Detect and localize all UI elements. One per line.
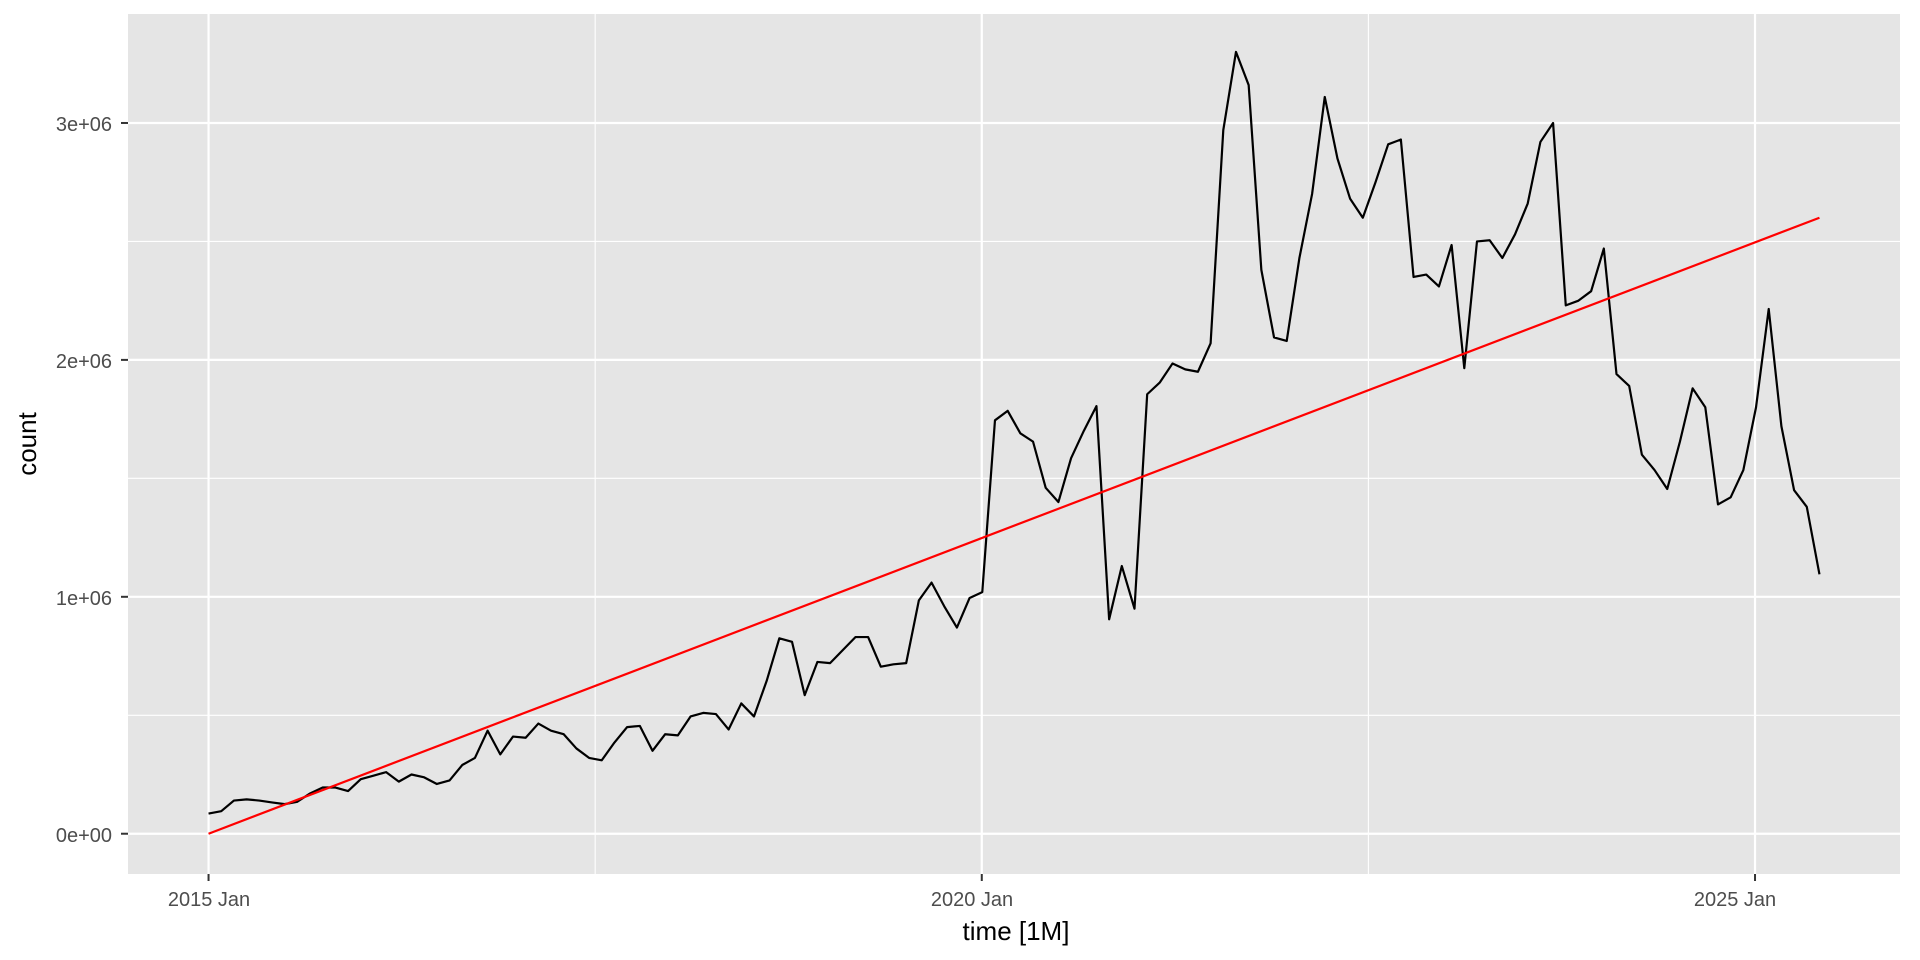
x-tick-label-0: 2015 Jan [168,889,250,911]
minor-gridlines [128,14,1900,874]
trend-line [208,216,1820,835]
major-gridlines [128,14,1900,874]
y-axis: 0e+00 1e+06 2e+06 3e+06 [56,114,112,847]
y-tick-label-0: 0e+00 [56,825,112,847]
x-axis: 2015 Jan 2020 Jan 2025 Jan [168,889,1776,911]
y-tick-label-3: 3e+06 [56,114,112,136]
y-tick-label-1: 1e+06 [56,588,112,610]
y-axis-title: count [12,411,42,475]
series-line-count [208,50,1821,815]
x-tick-label-1: 2020 Jan [931,889,1013,911]
x-tick-label-2: 2025 Jan [1694,889,1776,911]
chart-panel [128,14,1900,874]
y-tick-label-2: 2e+06 [56,351,112,373]
x-axis-title: time [1M] [963,916,1070,946]
data-series [208,50,1821,835]
tick-marks [121,121,1757,881]
